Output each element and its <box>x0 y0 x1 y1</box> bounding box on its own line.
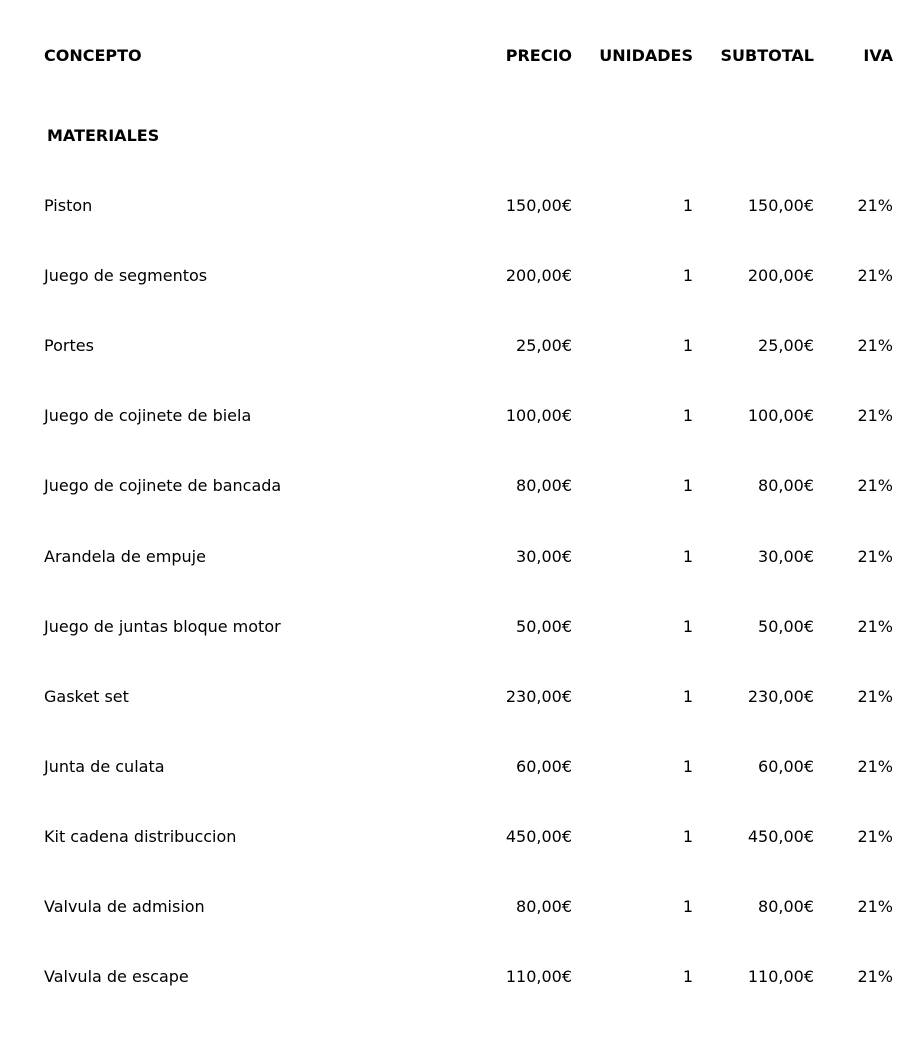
cell-unidades: 1 <box>682 826 693 846</box>
cell-precio: 60,00€ <box>516 756 572 776</box>
cell-subtotal: 150,00€ <box>747 196 814 215</box>
cell-subtotal: 450,00€ <box>747 826 814 846</box>
table-row: Junta de culata 60,00€ 1 60,00€ 21% <box>0 755 908 779</box>
cell-precio: 230,00€ <box>505 686 572 706</box>
cell-iva: 21% <box>857 406 893 426</box>
cell-iva: 21% <box>857 476 893 496</box>
cell-subtotal: 80,00€ <box>758 476 814 496</box>
cell-concepto: Junta de culata <box>44 756 165 776</box>
cell-concepto: Arandela de empuje <box>44 546 206 566</box>
cell-concepto: Juego de cojinete de biela <box>44 406 252 426</box>
cell-unidades: 1 <box>682 967 693 987</box>
cell-unidades: 1 <box>682 196 693 215</box>
cell-unidades: 1 <box>682 546 693 566</box>
cell-unidades: 1 <box>682 476 693 496</box>
cell-precio: 100,00€ <box>505 406 572 426</box>
header-unidades: UNIDADES <box>599 46 693 65</box>
cell-iva: 21% <box>857 196 893 215</box>
cell-subtotal: 110,00€ <box>747 967 814 987</box>
table-row: Arandela de empuje 30,00€ 1 30,00€ 21% <box>0 545 908 569</box>
section-title: MATERIALES <box>47 126 160 145</box>
cell-subtotal: 100,00€ <box>747 406 814 426</box>
cell-iva: 21% <box>857 826 893 846</box>
table-row: Gasket set 230,00€ 1 230,00€ 21% <box>0 685 908 709</box>
cell-concepto: Portes <box>44 336 94 356</box>
cell-precio: 450,00€ <box>505 826 572 846</box>
table-row: Juego de cojinete de bancada 80,00€ 1 80,00… <box>0 474 908 498</box>
cell-unidades: 1 <box>682 336 693 356</box>
cell-unidades: 1 <box>682 266 693 286</box>
cell-concepto: Juego de juntas bloque motor <box>44 616 281 636</box>
cell-iva: 21% <box>857 756 893 776</box>
cell-concepto: Valvula de admision <box>44 897 205 916</box>
cell-concepto: Piston <box>44 196 93 215</box>
table-row: Kit cadena distribuccion 450,00€ 1 450,00€ 2… <box>0 825 908 849</box>
header-precio: PRECIO <box>505 46 572 65</box>
cell-subtotal: 230,00€ <box>747 686 814 706</box>
cell-precio: 80,00€ <box>516 476 572 496</box>
cell-concepto: Kit cadena distribuccion <box>44 826 237 846</box>
header-iva: IVA <box>863 46 893 65</box>
cell-subtotal: 200,00€ <box>747 266 814 286</box>
cell-unidades: 1 <box>682 406 693 426</box>
table-header: CONCEPTO PRECIO UNIDADES SUBTOTAL IVA <box>0 44 908 68</box>
cell-unidades: 1 <box>682 616 693 636</box>
cell-precio: 200,00€ <box>505 266 572 286</box>
cell-iva: 21% <box>857 336 893 356</box>
cell-concepto: Juego de segmentos <box>44 266 208 286</box>
cell-unidades: 1 <box>682 897 693 916</box>
table-row: Juego de segmentos 200,00€ 1 200,00€ 21% <box>0 264 908 288</box>
cell-iva: 21% <box>857 266 893 286</box>
cell-iva: 21% <box>857 616 893 636</box>
cell-subtotal: 25,00€ <box>758 336 814 356</box>
cell-precio: 150,00€ <box>505 196 572 215</box>
cell-concepto: Gasket set <box>44 686 129 706</box>
cell-concepto: Juego de cojinete de bancada <box>44 476 282 496</box>
cell-iva: 21% <box>857 546 893 566</box>
cell-precio: 50,00€ <box>516 616 572 636</box>
table-row: Valvula de escape 110,00€ 1 110,00€ 21% <box>0 965 908 989</box>
table-row: Piston 150,00€ 1 150,00€ 21% <box>0 194 908 218</box>
header-subtotal: SUBTOTAL <box>720 46 814 65</box>
cell-precio: 30,00€ <box>516 546 572 566</box>
cell-subtotal: 30,00€ <box>758 546 814 566</box>
cell-unidades: 1 <box>682 756 693 776</box>
cell-precio: 110,00€ <box>505 967 572 987</box>
cell-concepto: Valvula de escape <box>44 967 189 987</box>
table-row: Juego de juntas bloque motor 50,00€ 1 50,00… <box>0 615 908 639</box>
cell-subtotal: 60,00€ <box>758 756 814 776</box>
cell-precio: 25,00€ <box>516 336 572 356</box>
cell-iva: 21% <box>857 686 893 706</box>
cell-precio: 80,00€ <box>516 897 572 916</box>
table-row: Portes 25,00€ 1 25,00€ 21% <box>0 334 908 358</box>
cell-unidades: 1 <box>682 686 693 706</box>
cell-iva: 21% <box>857 897 893 916</box>
header-concepto: CONCEPTO <box>44 46 142 65</box>
table-row: Juego de cojinete de biela 100,00€ 1 100,00… <box>0 404 908 428</box>
cell-subtotal: 50,00€ <box>758 616 814 636</box>
cell-subtotal: 80,00€ <box>758 897 814 916</box>
cell-iva: 21% <box>857 967 893 987</box>
table-row: Valvula de admision 80,00€ 1 80,00€ 21% <box>0 895 908 919</box>
